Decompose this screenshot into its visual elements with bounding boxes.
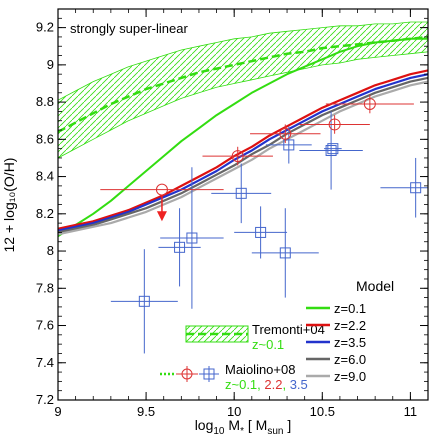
x-axis-label-sub3: sun	[267, 426, 283, 437]
legend-model-label-2: z=3.5	[334, 335, 366, 350]
maiolino-z35-point-1	[158, 208, 201, 287]
maiolino-z35-point-8	[380, 157, 428, 218]
legend-maiolino-sub-z01: z~0.1,	[225, 377, 264, 392]
legend-model-label-0: z=0.1	[334, 301, 366, 316]
maiolino-z35-point-5	[251, 208, 319, 298]
maiolino-z35-point-0	[110, 249, 178, 354]
y-axis-label: 12 + log₁₀(O/H)	[1, 158, 17, 253]
tremonti-median-line	[58, 35, 428, 134]
y-tick-label-10: 9.2	[36, 20, 54, 35]
tremonti-lower-edge	[58, 51, 428, 159]
maiolino-z35-marker-8	[410, 182, 422, 194]
maiolino-z35-marker-4	[255, 226, 267, 238]
legend-tremonti-sub: z~0.1	[252, 337, 284, 352]
series-line-1	[58, 69, 428, 230]
y-tick-label-1: 7.4	[36, 355, 54, 370]
y-ticks: 7.2 7.4 7.6 7.8 8 8.2 8.4 8.6 8.8 9 9.2	[36, 8, 428, 407]
x-axis-label-end: ]	[283, 417, 291, 433]
y-tick-label-8: 8.8	[36, 94, 54, 109]
series-line-3	[58, 76, 428, 234]
legend-maiolino-red-marker	[176, 366, 198, 382]
maiolino-z22-point-0	[100, 183, 224, 222]
legend-maiolino-sub-sep: ,	[282, 377, 289, 392]
maiolino-z22-marker-1	[231, 150, 244, 163]
y-tick-label-7: 8.6	[36, 131, 54, 146]
legend-maiolino-sub-z35: 3.5	[290, 377, 308, 392]
legend-maiolino-blue-marker	[199, 366, 219, 382]
annotation-text: strongly super-linear	[70, 21, 188, 36]
legend-model-label-1: z=2.2	[334, 318, 366, 333]
maiolino-z35-point-9	[324, 143, 342, 155]
x-axis-label-base: log	[195, 417, 214, 433]
tremonti-upper-edge	[58, 21, 428, 101]
x-axis-label-mid: M	[225, 417, 241, 433]
legend-model-label-3: z=6.0	[334, 352, 366, 367]
y-tick-label-3: 7.8	[36, 280, 54, 295]
maiolino-z22-marker-2	[279, 127, 292, 140]
maiolino-z22-marker-4	[363, 97, 376, 110]
maiolino-z35-point-2	[160, 167, 224, 309]
x-axis-label: log10 M* [ Msun ]	[195, 417, 292, 437]
x-axis-label-sub2: *	[240, 426, 244, 437]
x-ticks: 9 9.5 10 10.5 11	[54, 9, 429, 419]
maiolino-z22-point-1	[202, 146, 273, 166]
series-line-0	[58, 37, 428, 238]
maiolino-z22-point-2	[250, 124, 321, 144]
legend-maiolino-label: Maiolino+08	[225, 362, 295, 377]
legend-maiolino-sub: z~0.1, 2.2, 3.5	[225, 377, 308, 392]
maiolino-z22-limit-arrow-0	[156, 211, 167, 222]
y-tick-label-0: 7.2	[36, 392, 54, 407]
maiolino-points	[100, 94, 428, 354]
y-tick-label-4: 8	[47, 243, 54, 258]
maiolino-z35-marker-6	[283, 139, 295, 151]
y-tick-label-5: 8.2	[36, 206, 54, 221]
x-axis-label-sub1: 10	[213, 426, 225, 437]
x-axis-label-rest: [ M	[244, 417, 267, 433]
maiolino-z35-marker-7	[325, 145, 337, 157]
x-tick-label-3: 10.5	[310, 404, 335, 419]
tremonti-band-area	[58, 22, 428, 158]
legend-model: Model z=0.1 z=2.2 z=3.5 z=6.0 z=9.0	[306, 278, 394, 384]
x-tick-label-4: 11	[404, 404, 418, 419]
maiolino-z35-marker-3	[235, 187, 247, 199]
x-tick-label-0: 9	[54, 404, 61, 419]
legend-model-label-4: z=9.0	[334, 369, 366, 384]
legend-maiolino: Maiolino+08 z~0.1, 2.2, 3.5	[160, 362, 308, 392]
maiolino-z22-point-4	[325, 94, 414, 114]
maiolino-z35-point-6	[265, 126, 312, 164]
y-tick-label-2: 7.6	[36, 318, 54, 333]
maiolino-z35-point-3	[211, 163, 272, 224]
maiolino-z35-marker-2	[186, 232, 198, 244]
legend-model-title: Model	[356, 278, 394, 294]
maiolino-z35-marker-9	[327, 143, 339, 155]
model-lines	[58, 37, 428, 238]
x-tick-label-1: 9.5	[137, 404, 155, 419]
y-tick-label-9: 9	[47, 57, 54, 72]
maiolino-z35-point-4	[234, 206, 288, 259]
y-tick-label-6: 8.4	[36, 169, 54, 184]
tremonti-band	[58, 21, 428, 159]
maiolino-z22-point-3	[299, 115, 370, 134]
maiolino-z22-marker-3	[328, 118, 341, 131]
maiolino-z35-marker-0	[138, 295, 150, 307]
maiolino-z35-marker-5	[279, 247, 291, 259]
x-tick-label-2: 10	[227, 404, 241, 419]
legend-maiolino-sub-z22: 2.2	[264, 377, 282, 392]
maiolino-z35-marker-1	[174, 241, 186, 253]
